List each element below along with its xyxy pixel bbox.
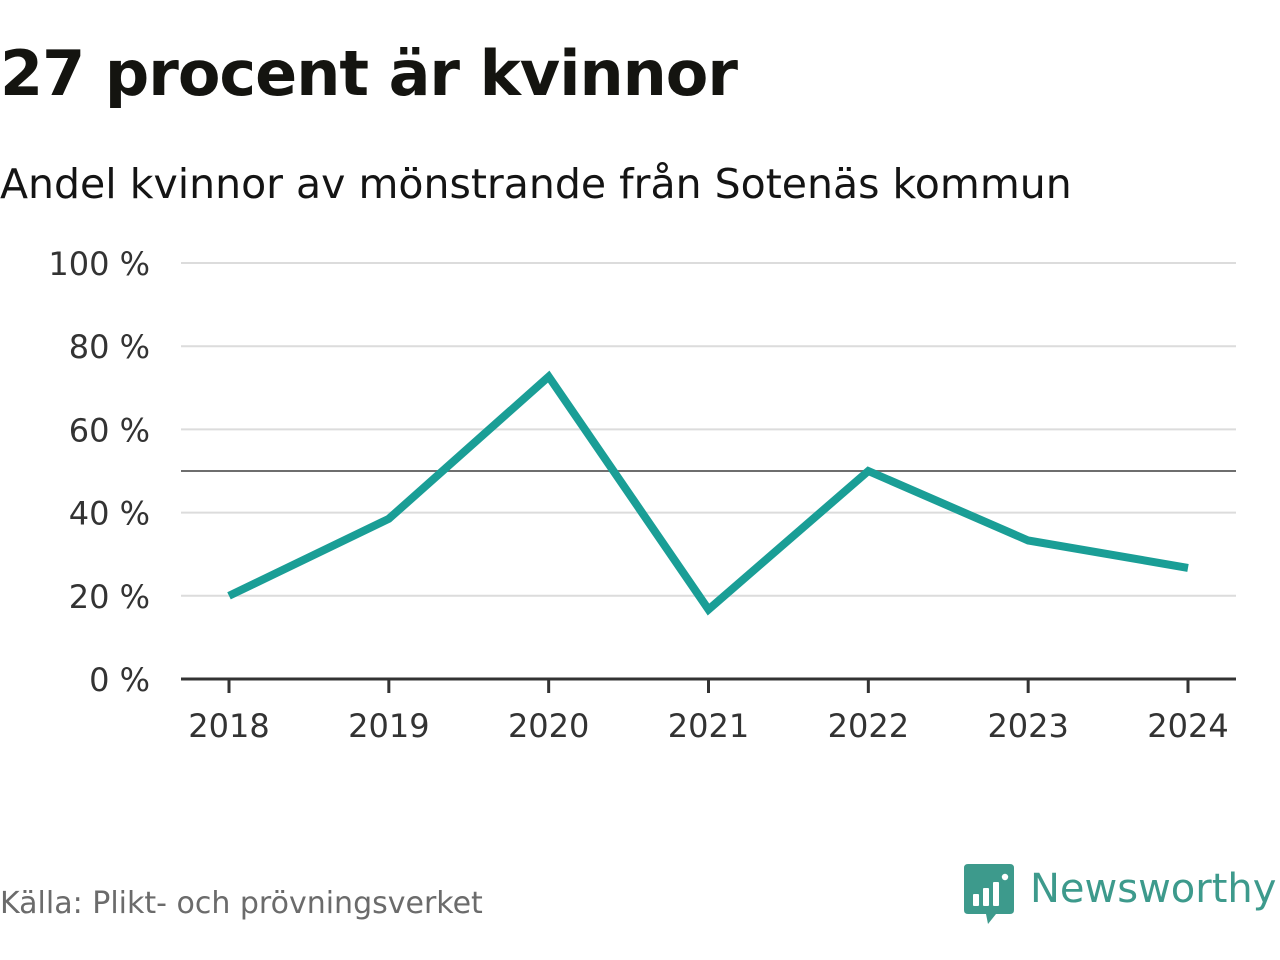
series-layer	[227, 370, 1189, 616]
x-tick-label-2024: 2024	[1147, 707, 1228, 745]
x-axis	[181, 677, 1236, 693]
series-line-0	[227, 370, 1189, 616]
x-tick-label-2023: 2023	[987, 707, 1068, 745]
brand-name: Newsworthy	[1030, 866, 1277, 912]
x-tick-label-2019: 2019	[348, 707, 429, 745]
x-tick-label-2018: 2018	[188, 707, 269, 745]
x-tick-label-2022: 2022	[828, 707, 909, 745]
y-tick-label-60: 60 %	[69, 411, 150, 449]
y-tick-label-100: 100 %	[48, 245, 150, 283]
source-note: Källa: Plikt- och prövningsverket	[0, 886, 483, 921]
chart-subtitle: Andel kvinnor av mönstrande från Sotenäs…	[0, 160, 1072, 208]
brand: Newsworthy	[964, 864, 1276, 926]
x-tick-label-2020: 2020	[508, 707, 589, 745]
chart-title: 27 procent är kvinnor	[0, 37, 738, 110]
grid-lines	[181, 262, 1236, 597]
x-tick-label-2021: 2021	[668, 707, 749, 745]
y-tick-label-0: 0 %	[89, 661, 150, 699]
y-tick-label-40: 40 %	[69, 495, 150, 533]
x-axis-tick-labels: 2018 2019 2020 2021 2022 2023 2024	[188, 707, 1228, 745]
newsworthy-logo-icon	[964, 864, 1014, 924]
y-axis-tick-labels: 0 % 20 % 40 % 60 % 80 % 100 %	[48, 245, 150, 699]
y-tick-label-20: 20 %	[69, 578, 150, 616]
y-tick-label-80: 80 %	[69, 328, 150, 366]
